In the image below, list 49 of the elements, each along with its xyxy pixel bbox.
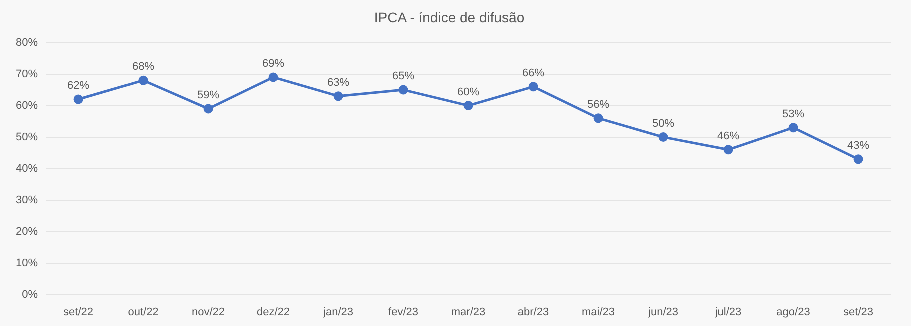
- point: [788, 123, 798, 133]
- point: [528, 82, 538, 92]
- point: [464, 101, 474, 111]
- y-tick-label: 50%: [16, 131, 38, 144]
- chart-title: IPCA - índice de difusão: [374, 9, 525, 26]
- data-label: 62%: [68, 80, 90, 92]
- data-label: 65%: [392, 70, 415, 83]
- data-label: 59%: [197, 89, 220, 102]
- data-label: 69%: [262, 58, 285, 70]
- x-tick-label: jan/23: [322, 306, 354, 318]
- point: [724, 145, 734, 155]
- x-tick-label: abr/23: [518, 306, 550, 318]
- point: [334, 92, 344, 102]
- y-tick-label: 60%: [16, 100, 38, 112]
- point: [74, 94, 84, 104]
- data-label: 53%: [782, 108, 805, 120]
- x-tick-label: fev/23: [388, 306, 418, 318]
- x-tick-label: jul/23: [714, 306, 742, 318]
- data-label: 68%: [132, 61, 155, 74]
- x-tick-label: set/23: [844, 306, 874, 318]
- data-label: 46%: [717, 130, 740, 142]
- data-label: 56%: [587, 98, 610, 111]
- data-label: 50%: [652, 118, 675, 130]
- data-label: 63%: [327, 76, 350, 89]
- x-tick-label: set/22: [64, 306, 94, 318]
- x-tick-label: mai/23: [582, 306, 616, 318]
- y-tick-label: 10%: [16, 257, 38, 270]
- point: [658, 132, 668, 142]
- point: [204, 104, 214, 114]
- point: [268, 72, 278, 82]
- point: [138, 76, 148, 86]
- point: [398, 85, 408, 95]
- y-tick-label: 70%: [16, 68, 38, 80]
- x-tick-label: jun/23: [648, 306, 678, 318]
- x-tick-label: out/22: [128, 306, 159, 318]
- y-tick-label: 20%: [16, 226, 38, 238]
- x-tick-label: dez/22: [256, 306, 290, 318]
- point: [854, 154, 864, 164]
- x-tick-label: nov/22: [192, 306, 226, 318]
- y-tick-label: 30%: [16, 194, 38, 206]
- data-label: 43%: [847, 140, 870, 152]
- x-tick-label: ago/23: [776, 306, 810, 318]
- x-tick-label: mar/23: [451, 306, 486, 318]
- y-tick-label: 0%: [22, 288, 38, 301]
- y-tick-label: 40%: [16, 162, 38, 175]
- point: [594, 114, 604, 124]
- data-label: 66%: [522, 67, 545, 80]
- data-label: 60%: [457, 86, 480, 98]
- y-tick-label: 80%: [16, 36, 38, 49]
